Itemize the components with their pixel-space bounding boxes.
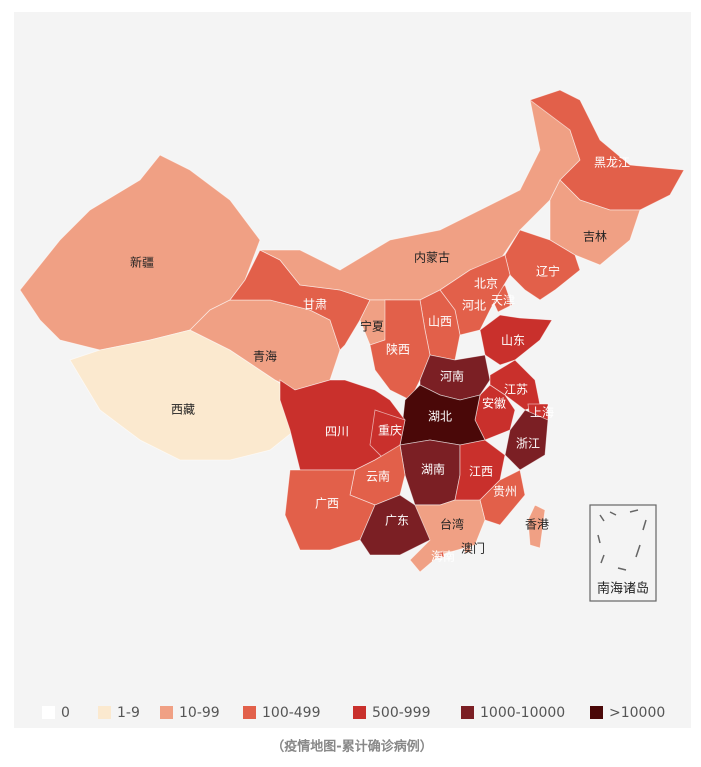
province [437,550,445,559]
province-label: 湖南 [421,462,445,477]
legend-label: 1000-10000 [480,705,565,721]
province-label: 青海 [253,349,277,364]
province [527,504,546,549]
province-label: 西藏 [171,403,195,417]
province-label: 贵州 [493,485,517,499]
province-label: 山东 [501,334,525,348]
province-label: 四川 [325,425,349,439]
province-label: 江西 [469,465,493,479]
legend-swatch [42,706,55,719]
inset-label: 南海诸岛 [597,581,649,597]
province-label: 上海 [530,405,554,420]
province-label: 海南 [431,549,455,564]
province-label: 天津 [491,294,515,308]
province-label: 台湾 [440,517,464,532]
legend-label: 10-99 [179,705,220,721]
province-label: 云南 [366,469,390,484]
legend-swatch [160,706,173,719]
province [479,314,553,366]
legend-swatch [461,706,474,719]
province-label: 新疆 [130,255,154,270]
province-label: 辽宁 [536,264,560,279]
inset-dashes [597,509,647,571]
province-label: 江苏 [504,383,528,397]
province-label: 河南 [440,369,464,384]
province [549,179,641,266]
south-sea-inset: 南海诸岛 [589,504,657,602]
province-label: 吉林 [583,230,607,244]
province-layer [19,89,685,573]
province-label: 广西 [315,497,339,511]
province-label: 安徽 [482,396,506,411]
legend-swatch [98,706,111,719]
province-label: 广东 [385,514,409,528]
province [529,89,685,211]
legend-label: 0 [61,705,70,721]
province-label: 宁夏 [360,319,384,334]
legend-swatch [243,706,256,719]
province-label: 香港 [525,518,549,532]
legend-label: 1-9 [117,705,140,721]
legend-swatch [590,706,603,719]
inset-frame [589,504,657,602]
province [463,545,472,554]
province-label: 北京 [474,277,498,291]
province-label: 重庆 [378,424,402,438]
legend-label: 500-999 [372,705,431,721]
legend-label: 100-499 [262,705,321,721]
province-label: 内蒙古 [414,250,450,265]
province-label: 陕西 [386,342,410,357]
legend-label: >10000 [609,705,665,721]
province-label: 湖北 [428,409,452,424]
province [409,499,486,573]
province-label: 甘肃 [303,298,327,312]
province-label: 山西 [428,315,452,329]
province-label: 澳门 [461,541,485,556]
province-label: 黑龙江 [594,156,630,170]
province-label: 河北 [462,299,486,313]
province-label: 浙江 [516,437,540,451]
caption: （疫情地图-累计确诊病例） [271,739,432,755]
legend-swatch [353,706,366,719]
